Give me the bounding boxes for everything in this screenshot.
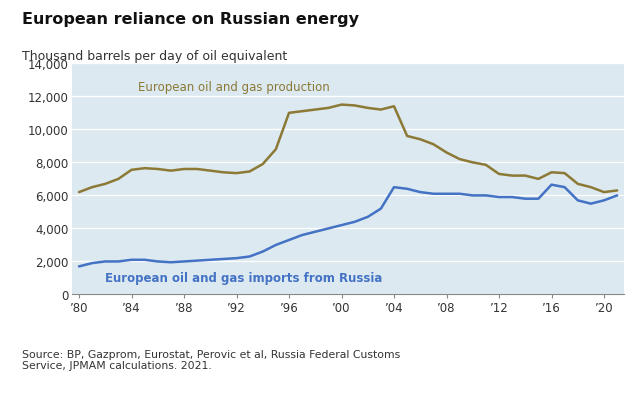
Text: European oil and gas imports from Russia: European oil and gas imports from Russia xyxy=(105,272,382,285)
Text: Source: BP, Gazprom, Eurostat, Perovic et al, Russia Federal Customs
Service, JP: Source: BP, Gazprom, Eurostat, Perovic e… xyxy=(22,349,400,371)
Text: Thousand barrels per day of oil equivalent: Thousand barrels per day of oil equivale… xyxy=(22,50,287,63)
Text: European reliance on Russian energy: European reliance on Russian energy xyxy=(22,12,359,27)
Text: European oil and gas production: European oil and gas production xyxy=(138,81,330,94)
